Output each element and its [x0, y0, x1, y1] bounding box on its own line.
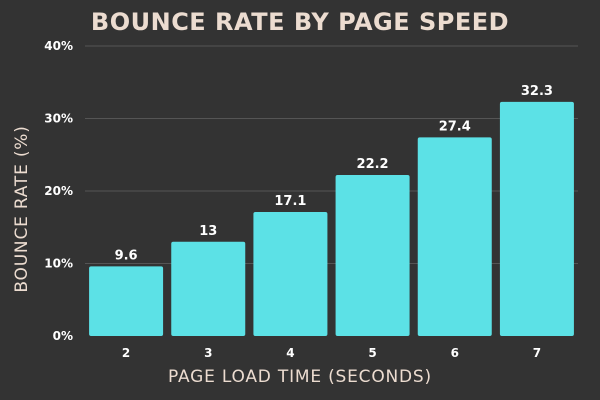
y-axis-title: BOUNCE RATE (%)	[12, 125, 32, 293]
bar	[89, 266, 164, 336]
chart-title: BOUNCE RATE BY PAGE SPEED	[90, 8, 510, 36]
x-tick-label: 6	[451, 346, 459, 360]
x-tick-label: 4	[286, 346, 294, 360]
bar	[253, 212, 328, 336]
y-tick-label: 0%	[53, 329, 73, 343]
x-tick-label: 5	[368, 346, 376, 360]
bar	[335, 175, 410, 336]
bar	[499, 101, 574, 336]
y-tick-label: 20%	[44, 184, 73, 198]
x-tick-label: 2	[122, 346, 130, 360]
x-axis-title: PAGE LOAD TIME (SECONDS)	[168, 367, 432, 387]
y-tick-label: 40%	[44, 39, 73, 53]
bar-data-label: 32.3	[521, 84, 553, 99]
bar-data-label: 9.6	[115, 248, 138, 263]
y-tick-label: 10%	[44, 257, 73, 271]
y-tick-label: 30%	[44, 112, 73, 126]
bar-data-label: 17.1	[274, 194, 306, 209]
x-tick-label: 3	[204, 346, 212, 360]
bar-data-label: 22.2	[357, 157, 389, 172]
x-tick-label: 7	[533, 346, 541, 360]
bar	[417, 137, 492, 336]
bar-data-label: 13	[199, 224, 217, 239]
bar	[171, 241, 246, 336]
bar-data-label: 27.4	[439, 119, 471, 134]
